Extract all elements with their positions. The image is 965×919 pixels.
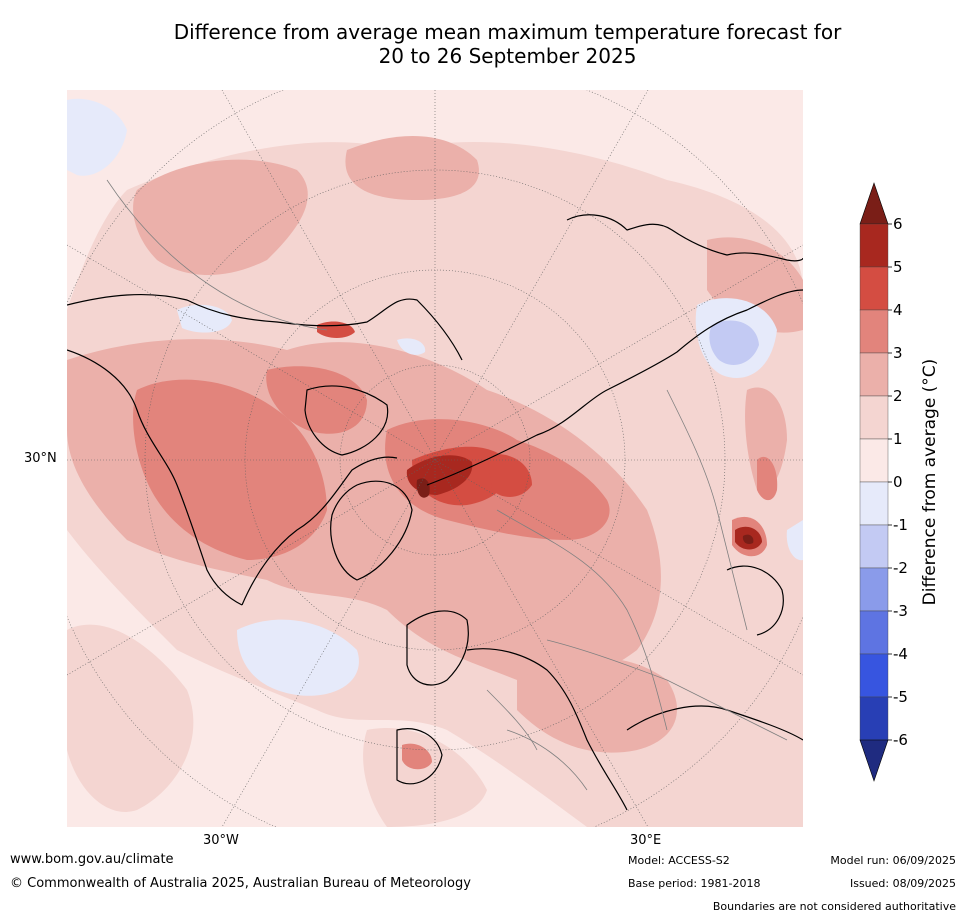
latitude-label-30n: 30°N [24, 451, 57, 466]
colorbar-block [859, 567, 889, 612]
colorbar-block [859, 696, 889, 741]
colorbar: 6 5 4 3 2 1 0 -1 -2 -3 -4 -5 -6 Difference from aver… [859, 182, 940, 782]
colorbar-block [859, 309, 889, 354]
issued-text: Issued: 08/09/2025 [849, 877, 956, 890]
colorbar-top-arrow [859, 182, 889, 225]
longitude-label-30w: 30°W [203, 833, 239, 848]
anomaly-level-6-plus [416, 478, 754, 545]
colorbar-blocks [859, 182, 889, 782]
model-text: Model: ACCESS-S2 [628, 854, 730, 867]
colorbar-tick-label: 5 [893, 258, 903, 276]
anomaly-level-neg2-neg1 [709, 320, 759, 365]
colorbar-block [859, 524, 889, 569]
colorbar-block [859, 481, 889, 526]
colorbar-block [859, 266, 889, 311]
colorbar-label: Difference from average (°C) [920, 359, 940, 606]
colorbar-block [859, 395, 889, 440]
colorbar-tick-label: 0 [893, 473, 903, 491]
country-borders [106, 179, 788, 791]
colorbar-block [859, 653, 889, 698]
colorbar-block [859, 223, 889, 268]
colorbar-tick-label: -6 [893, 731, 908, 749]
colorbar-tick-label: 6 [893, 215, 903, 233]
coastlines [67, 214, 803, 811]
colorbar-tick-label: 4 [893, 301, 903, 319]
colorbar-ticks: 6 5 4 3 2 1 0 -1 -2 -3 -4 -5 -6 [888, 215, 908, 749]
colorbar-tick-label: 3 [893, 344, 903, 362]
colorbar-bottom-arrow [859, 739, 889, 782]
graticule [67, 90, 803, 827]
polar-map [67, 90, 803, 827]
colorbar-tick-label: -1 [893, 516, 908, 534]
disclaimer-text: Boundaries are not considered authoritat… [712, 900, 956, 913]
colorbar-tick-label: -3 [893, 602, 908, 620]
copyright-text: © Commonwealth of Australia 2025, Austra… [10, 876, 471, 891]
longitude-label-30e: 30°E [630, 833, 662, 848]
title-line-1: Difference from average mean maximum tem… [173, 20, 842, 44]
colorbar-block [859, 610, 889, 655]
colorbar-tick-label: 1 [893, 430, 903, 448]
website-link[interactable]: www.bom.gov.au/climate [10, 852, 174, 867]
anomaly-level-neg1-0 [67, 98, 803, 696]
colorbar-tick-label: -4 [893, 645, 908, 663]
base-period-text: Base period: 1981-2018 [628, 877, 761, 890]
colorbar-block [859, 352, 889, 397]
model-run-text: Model run: 06/09/2025 [830, 854, 956, 867]
chart-title: Difference from average mean maximum tem… [100, 20, 915, 68]
colorbar-tick-label: -2 [893, 559, 908, 577]
colorbar-block [859, 438, 889, 483]
colorbar-tick-label: 2 [893, 387, 903, 405]
colorbar-tick-label: -5 [893, 688, 908, 706]
title-line-2: 20 to 26 September 2025 [378, 44, 637, 68]
